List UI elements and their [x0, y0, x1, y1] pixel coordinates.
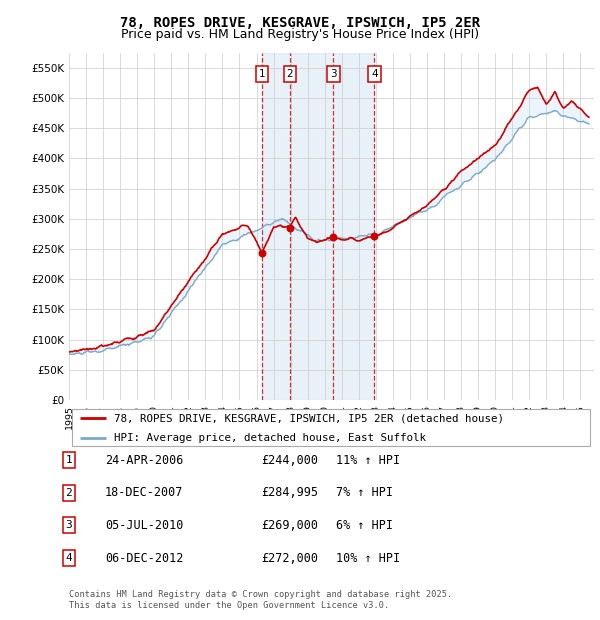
Text: 3: 3 [330, 69, 337, 79]
Text: 06-DEC-2012: 06-DEC-2012 [105, 552, 184, 564]
Text: 2: 2 [287, 69, 293, 79]
Point [329, 232, 338, 242]
Text: 78, ROPES DRIVE, KESGRAVE, IPSWICH, IP5 2ER (detached house): 78, ROPES DRIVE, KESGRAVE, IPSWICH, IP5 … [113, 413, 503, 423]
Text: £272,000: £272,000 [261, 552, 318, 564]
Bar [262, 53, 374, 400]
Text: HPI: Average price, detached house, East Suffolk: HPI: Average price, detached house, East… [113, 433, 425, 443]
Point [285, 223, 295, 232]
Text: £244,000: £244,000 [261, 454, 318, 466]
Text: 78, ROPES DRIVE, KESGRAVE, IPSWICH, IP5 2ER: 78, ROPES DRIVE, KESGRAVE, IPSWICH, IP5 … [120, 16, 480, 30]
Text: 11% ↑ HPI: 11% ↑ HPI [336, 454, 400, 466]
Text: £284,995: £284,995 [261, 487, 318, 499]
Text: 2: 2 [65, 488, 73, 498]
Text: Price paid vs. HM Land Registry's House Price Index (HPI): Price paid vs. HM Land Registry's House … [121, 28, 479, 40]
Text: 3: 3 [65, 520, 73, 530]
Text: 10% ↑ HPI: 10% ↑ HPI [336, 552, 400, 564]
Text: 05-JUL-2010: 05-JUL-2010 [105, 519, 184, 531]
Text: Contains HM Land Registry data © Crown copyright and database right 2025.
This d: Contains HM Land Registry data © Crown c… [69, 590, 452, 609]
Text: 1: 1 [65, 455, 73, 465]
Text: 7% ↑ HPI: 7% ↑ HPI [336, 487, 393, 499]
Text: 6% ↑ HPI: 6% ↑ HPI [336, 519, 393, 531]
Text: 24-APR-2006: 24-APR-2006 [105, 454, 184, 466]
Text: 1: 1 [259, 69, 265, 79]
Text: 18-DEC-2007: 18-DEC-2007 [105, 487, 184, 499]
Point [257, 247, 266, 257]
Text: 4: 4 [65, 553, 73, 563]
Point [370, 231, 379, 241]
Text: 4: 4 [371, 69, 378, 79]
Text: £269,000: £269,000 [261, 519, 318, 531]
FancyBboxPatch shape [71, 409, 590, 446]
